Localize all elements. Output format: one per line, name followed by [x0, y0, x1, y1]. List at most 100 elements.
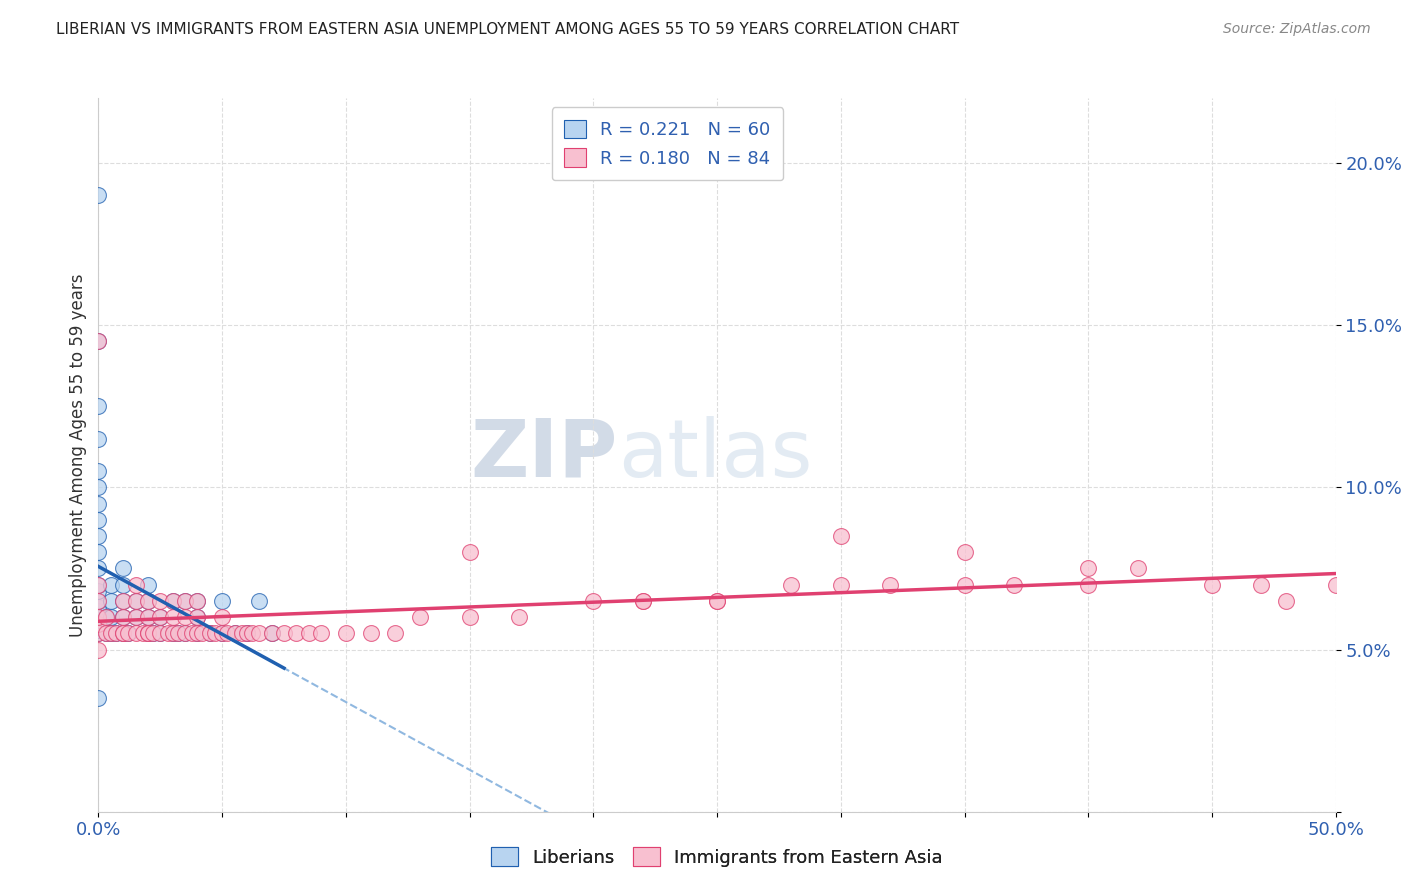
Text: ZIP: ZIP	[471, 416, 619, 494]
Point	[298, 626, 321, 640]
Point	[1077, 577, 1099, 591]
Point	[149, 594, 172, 608]
Point	[186, 610, 208, 624]
Legend: Liberians, Immigrants from Eastern Asia: Liberians, Immigrants from Eastern Asia	[484, 840, 950, 874]
Point	[142, 626, 165, 640]
Point	[162, 626, 184, 640]
Point	[186, 594, 208, 608]
Point	[953, 545, 976, 559]
Point	[1002, 577, 1025, 591]
Point	[94, 626, 117, 640]
Point	[124, 594, 146, 608]
Point	[87, 561, 110, 575]
Point	[87, 610, 110, 624]
Point	[458, 610, 481, 624]
Point	[100, 626, 122, 640]
Point	[117, 626, 139, 640]
Text: Source: ZipAtlas.com: Source: ZipAtlas.com	[1223, 22, 1371, 37]
Point	[112, 626, 135, 640]
Point	[132, 626, 155, 640]
Point	[87, 613, 110, 627]
Point	[186, 594, 208, 608]
Point	[112, 577, 135, 591]
Point	[174, 626, 197, 640]
Point	[136, 594, 159, 608]
Point	[1077, 561, 1099, 575]
Point	[174, 610, 197, 624]
Point	[156, 626, 179, 640]
Point	[124, 610, 146, 624]
Point	[87, 480, 110, 494]
Point	[162, 626, 184, 640]
Point	[879, 577, 901, 591]
Point	[198, 626, 221, 640]
Point	[87, 642, 110, 657]
Point	[149, 610, 172, 624]
Text: atlas: atlas	[619, 416, 813, 494]
Point	[87, 604, 110, 618]
Point	[87, 577, 110, 591]
Point	[87, 594, 110, 608]
Point	[247, 626, 270, 640]
Point	[174, 594, 197, 608]
Point	[149, 626, 172, 640]
Point	[335, 626, 357, 640]
Point	[162, 594, 184, 608]
Point	[149, 626, 172, 640]
Point	[309, 626, 332, 640]
Point	[458, 545, 481, 559]
Point	[94, 610, 117, 624]
Point	[87, 594, 110, 608]
Point	[582, 594, 605, 608]
Point	[1250, 577, 1272, 591]
Point	[112, 594, 135, 608]
Text: LIBERIAN VS IMMIGRANTS FROM EASTERN ASIA UNEMPLOYMENT AMONG AGES 55 TO 59 YEARS : LIBERIAN VS IMMIGRANTS FROM EASTERN ASIA…	[56, 22, 959, 37]
Point	[211, 626, 233, 640]
Point	[142, 626, 165, 640]
Point	[360, 626, 382, 640]
Point	[100, 594, 122, 608]
Point	[186, 626, 208, 640]
Point	[631, 594, 654, 608]
Point	[217, 626, 239, 640]
Point	[231, 626, 253, 640]
Point	[273, 626, 295, 640]
Point	[124, 594, 146, 608]
Point	[112, 561, 135, 575]
Point	[87, 432, 110, 446]
Point	[780, 577, 803, 591]
Point	[211, 626, 233, 640]
Point	[112, 626, 135, 640]
Point	[236, 626, 259, 640]
Point	[181, 626, 204, 640]
Point	[204, 626, 226, 640]
Point	[87, 600, 110, 615]
Point	[87, 577, 110, 591]
Point	[162, 610, 184, 624]
Point	[162, 594, 184, 608]
Point	[830, 577, 852, 591]
Point	[87, 616, 110, 631]
Point	[112, 610, 135, 624]
Point	[409, 610, 432, 624]
Point	[87, 623, 110, 637]
Point	[149, 610, 172, 624]
Point	[117, 626, 139, 640]
Y-axis label: Unemployment Among Ages 55 to 59 years: Unemployment Among Ages 55 to 59 years	[69, 273, 87, 637]
Point	[87, 626, 110, 640]
Point	[508, 610, 530, 624]
Point	[87, 399, 110, 413]
Point	[830, 529, 852, 543]
Point	[186, 626, 208, 640]
Point	[94, 626, 117, 640]
Point	[247, 594, 270, 608]
Point	[706, 594, 728, 608]
Point	[87, 513, 110, 527]
Point	[706, 594, 728, 608]
Point	[87, 620, 110, 634]
Point	[87, 497, 110, 511]
Point	[240, 626, 263, 640]
Point	[87, 464, 110, 478]
Point	[186, 610, 208, 624]
Point	[136, 594, 159, 608]
